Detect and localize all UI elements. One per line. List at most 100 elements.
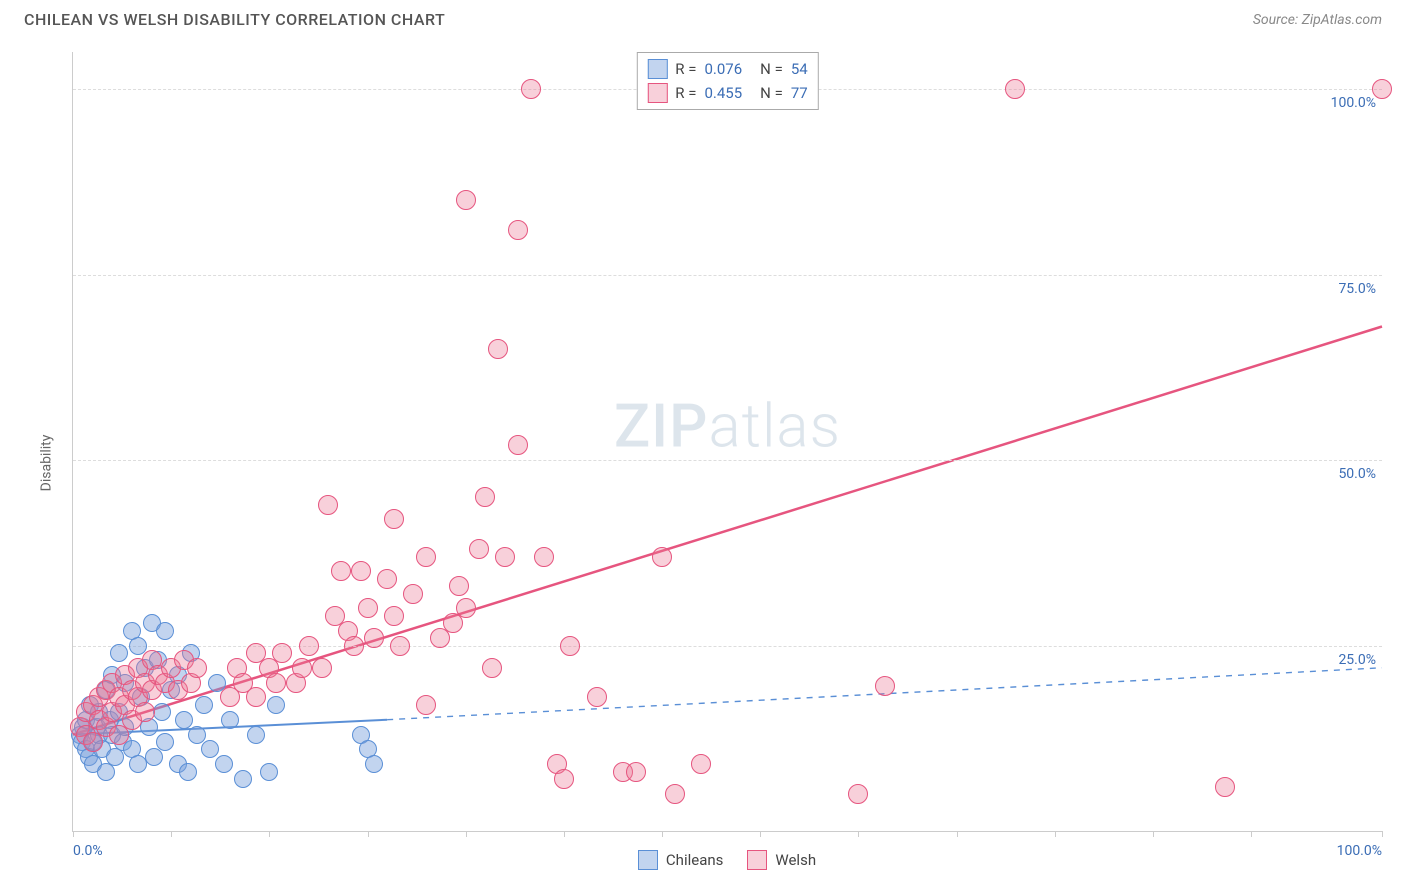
- data-point: [495, 547, 515, 567]
- data-point: [554, 769, 574, 789]
- data-point: [390, 636, 410, 656]
- x-tick: [760, 831, 761, 837]
- data-point: [364, 628, 384, 648]
- x-tick: [368, 831, 369, 837]
- r-value-chileans: 0.076: [704, 60, 742, 78]
- n-label: N =: [760, 84, 783, 102]
- series-legend: Chileans Welsh: [72, 850, 1382, 870]
- data-point: [145, 748, 163, 766]
- source-label: Source: ZipAtlas.com: [1253, 12, 1382, 28]
- data-point: [848, 784, 868, 804]
- data-point: [312, 658, 332, 678]
- data-point: [482, 658, 502, 678]
- data-point: [416, 695, 436, 715]
- watermark-atlas: atlas: [708, 390, 841, 461]
- data-point: [652, 547, 672, 567]
- data-point: [377, 569, 397, 589]
- data-point: [292, 658, 312, 678]
- data-point: [188, 726, 206, 744]
- data-point: [267, 696, 285, 714]
- legend-swatch-chileans: [638, 850, 658, 870]
- data-point: [234, 770, 252, 788]
- gridline: [73, 460, 1382, 461]
- watermark: ZIPatlas: [614, 390, 841, 461]
- data-point: [358, 598, 378, 618]
- data-point: [247, 726, 265, 744]
- data-point: [135, 702, 155, 722]
- data-point: [201, 740, 219, 758]
- data-point: [691, 754, 711, 774]
- y-tick-label: 100.0%: [1331, 95, 1376, 111]
- x-tick: [662, 831, 663, 837]
- data-point: [156, 733, 174, 751]
- data-point: [331, 561, 351, 581]
- y-tick-label: 75.0%: [1338, 281, 1376, 297]
- y-tick-label: 25.0%: [1338, 652, 1376, 668]
- x-tick: [1382, 831, 1383, 837]
- legend-label-welsh: Welsh: [775, 851, 816, 869]
- x-tick: [1153, 831, 1154, 837]
- legend-item-chileans: Chileans: [638, 850, 723, 870]
- gridline: [73, 646, 1382, 647]
- data-point: [179, 763, 197, 781]
- data-point: [175, 711, 193, 729]
- x-tick: [1251, 831, 1252, 837]
- data-point: [266, 673, 286, 693]
- x-tick: [171, 831, 172, 837]
- data-point: [875, 676, 895, 696]
- data-point: [534, 547, 554, 567]
- r-label: R =: [675, 84, 696, 102]
- x-tick: [564, 831, 565, 837]
- data-point: [416, 547, 436, 567]
- data-point: [521, 79, 541, 99]
- data-point: [246, 687, 266, 707]
- data-point: [403, 584, 423, 604]
- gridline: [73, 275, 1382, 276]
- data-point: [195, 696, 213, 714]
- legend-swatch-chileans: [647, 59, 667, 79]
- data-point: [1215, 777, 1235, 797]
- correlation-legend: R = 0.076 N = 54 R = 0.455 N = 77: [636, 52, 818, 110]
- watermark-zip: ZIP: [614, 390, 708, 461]
- data-point: [469, 539, 489, 559]
- data-point: [626, 762, 646, 782]
- trend-lines-svg: [73, 52, 1382, 831]
- data-point: [318, 495, 338, 515]
- data-point: [365, 755, 383, 773]
- data-point: [508, 435, 528, 455]
- legend-row-welsh: R = 0.455 N = 77: [647, 81, 807, 105]
- x-tick: [858, 831, 859, 837]
- data-point: [156, 622, 174, 640]
- data-point: [488, 339, 508, 359]
- legend-item-welsh: Welsh: [747, 850, 816, 870]
- x-tick: [1055, 831, 1056, 837]
- data-point: [508, 220, 528, 240]
- x-tick: [957, 831, 958, 837]
- data-point: [153, 703, 171, 721]
- data-point: [456, 598, 476, 618]
- data-point: [560, 636, 580, 656]
- data-point: [1372, 79, 1392, 99]
- data-point: [587, 687, 607, 707]
- chart-header: CHILEAN VS WELSH DISABILITY CORRELATION …: [0, 0, 1406, 37]
- data-point: [221, 711, 239, 729]
- data-point: [456, 190, 476, 210]
- n-value-chileans: 54: [791, 60, 808, 78]
- data-point: [449, 576, 469, 596]
- r-label: R =: [675, 60, 696, 78]
- data-point: [384, 606, 404, 626]
- chart-container: Disability ZIPatlas R = 0.076 N = 54 R =…: [24, 44, 1382, 882]
- x-tick: [466, 831, 467, 837]
- y-axis-label: Disability: [38, 435, 54, 492]
- data-point: [110, 644, 128, 662]
- legend-swatch-welsh: [647, 83, 667, 103]
- chart-title: CHILEAN VS WELSH DISABILITY CORRELATION …: [24, 10, 445, 29]
- plot-area: ZIPatlas R = 0.076 N = 54 R = 0.455 N = …: [72, 52, 1382, 832]
- r-value-welsh: 0.455: [704, 84, 742, 102]
- legend-swatch-welsh: [747, 850, 767, 870]
- data-point: [215, 755, 233, 773]
- data-point: [665, 784, 685, 804]
- data-point: [344, 636, 364, 656]
- legend-label-chileans: Chileans: [666, 851, 723, 869]
- x-tick: [269, 831, 270, 837]
